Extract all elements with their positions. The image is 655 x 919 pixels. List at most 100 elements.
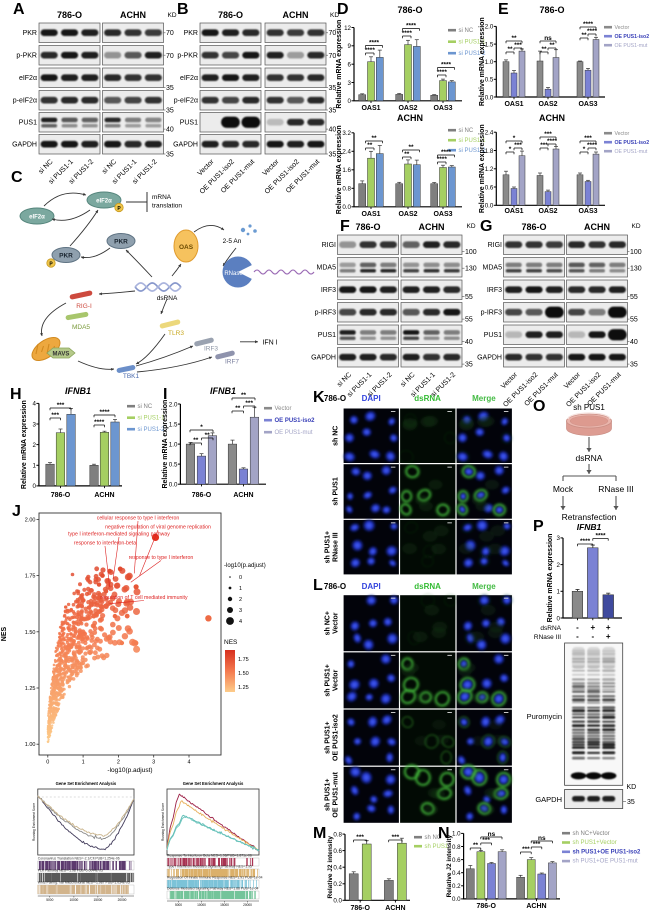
svg-text:OAS3: OAS3 — [578, 208, 597, 215]
svg-text:786-O: 786-O — [192, 492, 212, 499]
svg-text:si PUS1-2: si PUS1-2 — [138, 427, 166, 433]
svg-text:35: 35 — [627, 799, 635, 806]
svg-text:P: P — [533, 518, 544, 535]
svg-text:1.75: 1.75 — [238, 657, 249, 663]
svg-text:****: **** — [365, 47, 376, 54]
svg-text:0: 0 — [46, 760, 49, 766]
svg-text:0.4: 0.4 — [333, 865, 342, 872]
svg-text:PKR: PKR — [184, 30, 198, 37]
svg-text:***: *** — [584, 135, 592, 142]
svg-text:si PUS1-1: si PUS1-1 — [138, 415, 166, 421]
svg-text:1: 1 — [32, 463, 36, 470]
svg-text:2: 2 — [239, 597, 242, 603]
svg-text:IFNB1: IFNB1 — [210, 386, 236, 396]
svg-text:****: **** — [583, 21, 594, 28]
svg-text:mRNA: mRNA — [152, 194, 172, 201]
svg-text:Puromycin: Puromycin — [527, 712, 562, 721]
svg-text:PLK Pathway NES=-1.98 PUB=0.0: PLK Pathway NES=-1.98 PUB=0.0044e-05 — [38, 869, 103, 873]
svg-text:130: 130 — [465, 266, 477, 273]
svg-text:negative regulation of viral g: negative regulation of viral genome repl… — [105, 525, 211, 531]
svg-text:***: *** — [540, 142, 548, 149]
svg-text:RNase L: RNase L — [224, 271, 248, 277]
svg-text:regulation of T cell mediated: regulation of T cell mediated immunity — [100, 595, 188, 601]
svg-text:ACHN: ACHN — [283, 10, 309, 20]
svg-text:TBK1: TBK1 — [123, 373, 140, 380]
svg-text:20000: 20000 — [243, 903, 252, 907]
svg-text:**: ** — [371, 135, 377, 142]
svg-text:786-O: 786-O — [539, 5, 564, 15]
svg-text:4: 4 — [239, 619, 242, 625]
svg-text:D: D — [337, 1, 349, 18]
svg-text:****: **** — [437, 156, 448, 163]
svg-text:sh NC+Vector: sh NC+Vector — [573, 831, 610, 837]
svg-text:***: *** — [57, 402, 65, 409]
svg-text:1: 1 — [82, 760, 85, 766]
svg-text:RNase III: RNase III — [598, 484, 633, 494]
svg-text:dsRNA: dsRNA — [414, 394, 441, 403]
svg-text:GAPDH: GAPDH — [535, 795, 562, 804]
svg-text:35: 35 — [630, 362, 638, 369]
svg-text:N: N — [438, 825, 450, 842]
svg-text:GAPDH: GAPDH — [12, 141, 37, 148]
svg-text:RNase III: RNase III — [333, 532, 340, 562]
svg-text:786-O: 786-O — [521, 222, 546, 232]
svg-text:sh PUS1+OE PUS1-mut: sh PUS1+OE PUS1-mut — [573, 859, 639, 865]
svg-text:0.5: 0.5 — [485, 77, 494, 84]
svg-text:Vector: Vector — [275, 406, 292, 412]
svg-text:OAS3: OAS3 — [433, 211, 452, 218]
svg-text:GAPDH: GAPDH — [477, 354, 502, 361]
svg-text:si PUS1-2: si PUS1-2 — [459, 51, 487, 57]
svg-text:si PUS1-2: si PUS1-2 — [459, 148, 487, 154]
svg-text:786-O: 786-O — [51, 492, 71, 499]
svg-text:2: 2 — [117, 760, 120, 766]
svg-text:1.8: 1.8 — [485, 148, 494, 155]
svg-text:Running Enrichment Score: Running Enrichment Score — [32, 803, 36, 841]
svg-text:OAS: OAS — [179, 244, 194, 251]
svg-text:10000: 10000 — [69, 898, 78, 902]
svg-text:O: O — [533, 398, 545, 415]
svg-text:ACHN: ACHN — [385, 905, 405, 912]
svg-text:-log10(p.adjust): -log10(p.adjust) — [107, 767, 152, 774]
svg-text:L: L — [313, 577, 323, 594]
svg-text:ACHN: ACHN — [94, 492, 114, 499]
svg-text:9: 9 — [348, 43, 352, 50]
svg-text:****: **** — [547, 138, 558, 145]
svg-text:786-O: 786-O — [57, 10, 82, 20]
svg-text:Gene Set Enrichment Analysis: Gene Set Enrichment Analysis — [56, 781, 117, 786]
svg-text:0.0: 0.0 — [169, 482, 178, 489]
svg-text:ns: ns — [488, 831, 496, 838]
svg-text:OAS1: OAS1 — [504, 208, 523, 215]
svg-text:si NC: si NC — [459, 28, 474, 34]
svg-text:RIG-I: RIG-I — [76, 303, 92, 310]
svg-text:40: 40 — [166, 127, 174, 134]
svg-text:0: 0 — [239, 575, 242, 581]
svg-text:eIF2α: eIF2α — [19, 75, 37, 82]
svg-text:OAS2: OAS2 — [538, 101, 557, 108]
svg-text:1: 1 — [557, 589, 561, 596]
svg-text:Vector: Vector — [615, 131, 630, 137]
svg-text:OE PUS1-iso2: OE PUS1-iso2 — [615, 140, 650, 146]
svg-text:1: 1 — [239, 586, 242, 592]
svg-text:ACHN: ACHN — [397, 113, 423, 123]
svg-text:dsRNA: dsRNA — [540, 625, 561, 632]
svg-text:3: 3 — [152, 760, 155, 766]
svg-text:F: F — [340, 218, 350, 235]
svg-text:OE PUS1-iso2: OE PUS1-iso2 — [333, 714, 340, 761]
svg-text:2.0: 2.0 — [169, 401, 178, 408]
svg-text:***: *** — [245, 400, 253, 407]
svg-text:Retransfection: Retransfection — [562, 512, 617, 522]
svg-text:Merge: Merge — [472, 582, 496, 591]
svg-text:OAS1: OAS1 — [361, 211, 380, 218]
svg-text:p-PKR: p-PKR — [16, 53, 37, 60]
svg-text:40: 40 — [465, 339, 473, 346]
svg-text:I: I — [163, 386, 167, 403]
svg-text:****: **** — [99, 409, 110, 416]
svg-text:RIGI: RIGI — [322, 242, 336, 249]
svg-text:**: ** — [404, 151, 410, 158]
svg-text:RNase III: RNase III — [534, 634, 561, 641]
svg-text:**: ** — [511, 35, 517, 42]
svg-text:1.0: 1.0 — [452, 831, 461, 838]
svg-text:ACHN: ACHN — [233, 492, 253, 499]
svg-text:2.4: 2.4 — [342, 149, 351, 156]
svg-text:p-eIF2α: p-eIF2α — [13, 98, 37, 105]
